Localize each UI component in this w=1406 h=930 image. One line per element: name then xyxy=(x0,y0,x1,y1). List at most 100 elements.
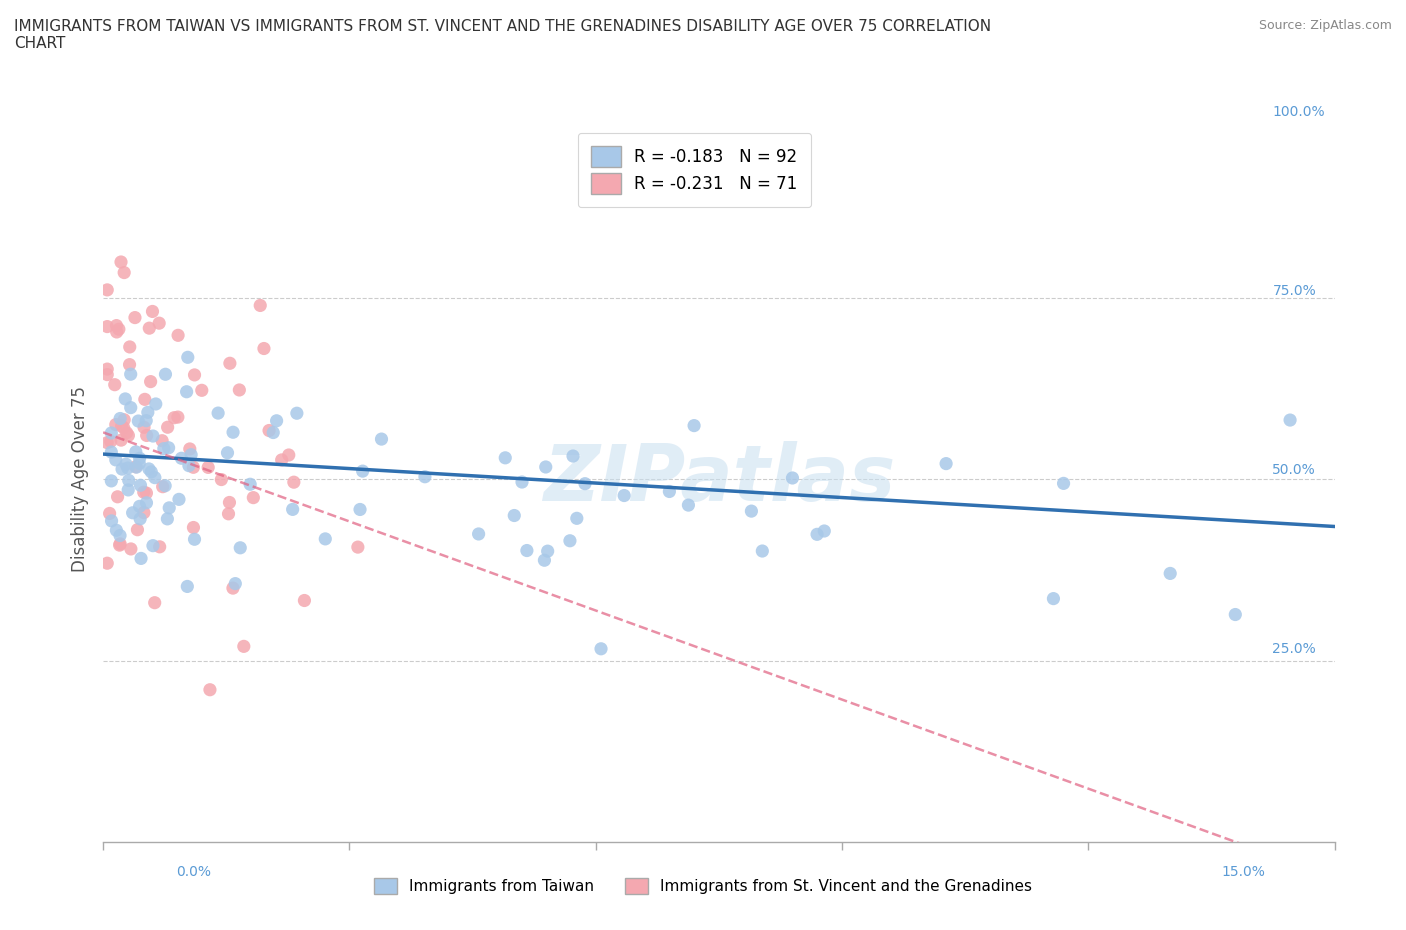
Point xyxy=(104,418,127,432)
Point xyxy=(170,451,193,466)
Point xyxy=(494,450,516,465)
Point xyxy=(149,539,172,554)
Point xyxy=(270,453,292,468)
Point xyxy=(503,508,526,523)
Point xyxy=(108,537,131,551)
Point xyxy=(134,392,156,406)
Point xyxy=(347,539,370,554)
Point xyxy=(167,492,190,507)
Point xyxy=(132,419,155,434)
Point xyxy=(129,478,152,493)
Point xyxy=(136,405,159,419)
Point xyxy=(139,374,162,389)
Point xyxy=(176,579,198,594)
Point xyxy=(105,325,128,339)
Point xyxy=(218,356,240,371)
Point xyxy=(117,483,139,498)
Point xyxy=(145,396,167,411)
Point xyxy=(135,413,157,428)
Text: 25.0%: 25.0% xyxy=(1272,642,1316,656)
Point xyxy=(167,409,190,424)
Point xyxy=(167,328,190,343)
Point xyxy=(266,413,288,428)
Point xyxy=(413,470,436,485)
Point xyxy=(128,451,150,466)
Point xyxy=(229,540,252,555)
Point xyxy=(156,419,179,434)
Point xyxy=(157,440,180,455)
Point xyxy=(157,500,180,515)
Text: ZIPatlas: ZIPatlas xyxy=(543,442,896,517)
Point xyxy=(228,382,250,397)
Point xyxy=(128,498,150,513)
Point xyxy=(163,410,186,425)
Point xyxy=(1225,607,1247,622)
Point xyxy=(613,488,636,503)
Point xyxy=(96,319,118,334)
Point xyxy=(262,425,284,440)
Point xyxy=(143,471,166,485)
Point xyxy=(112,265,135,280)
Point xyxy=(467,526,489,541)
Point xyxy=(150,433,173,448)
Point xyxy=(141,304,163,319)
Point xyxy=(218,495,240,510)
Text: 100.0%: 100.0% xyxy=(1272,104,1324,119)
Point xyxy=(100,434,122,449)
Point xyxy=(678,498,700,512)
Point xyxy=(110,418,132,433)
Point xyxy=(1042,591,1064,606)
Point xyxy=(222,580,245,595)
Point xyxy=(285,405,308,420)
Point xyxy=(183,532,205,547)
Point xyxy=(100,445,122,459)
Point xyxy=(806,527,828,542)
Point xyxy=(129,512,152,526)
Point xyxy=(574,476,596,491)
Point xyxy=(217,445,239,460)
Point xyxy=(283,474,305,489)
Point xyxy=(257,423,280,438)
Point xyxy=(152,479,174,494)
Point xyxy=(105,318,128,333)
Point xyxy=(249,298,271,312)
Point xyxy=(294,593,316,608)
Point xyxy=(108,322,131,337)
Text: 15.0%: 15.0% xyxy=(1222,865,1265,879)
Point xyxy=(516,543,538,558)
Point xyxy=(118,357,141,372)
Point xyxy=(129,551,152,565)
Point xyxy=(125,459,148,474)
Text: IMMIGRANTS FROM TAIWAN VS IMMIGRANTS FROM ST. VINCENT AND THE GRENADINES DISABIL: IMMIGRANTS FROM TAIWAN VS IMMIGRANTS FRO… xyxy=(14,19,991,51)
Point xyxy=(222,425,245,440)
Point xyxy=(148,315,170,330)
Point xyxy=(110,255,132,270)
Point xyxy=(179,442,201,457)
Point xyxy=(197,460,219,475)
Point xyxy=(281,502,304,517)
Point xyxy=(935,457,957,472)
Point xyxy=(141,464,163,479)
Point xyxy=(100,426,122,441)
Point xyxy=(115,457,138,472)
Point xyxy=(191,383,214,398)
Point xyxy=(537,544,560,559)
Point xyxy=(349,502,371,517)
Point xyxy=(352,464,374,479)
Point xyxy=(562,448,585,463)
Point xyxy=(120,366,142,381)
Point xyxy=(153,441,176,456)
Point xyxy=(253,341,276,356)
Point xyxy=(813,524,835,538)
Point xyxy=(176,384,198,399)
Point xyxy=(100,473,122,488)
Point xyxy=(121,505,143,520)
Legend: R = -0.183   N = 92, R = -0.231   N = 71: R = -0.183 N = 92, R = -0.231 N = 71 xyxy=(578,133,811,206)
Point xyxy=(96,435,118,450)
Point xyxy=(135,496,157,511)
Point xyxy=(232,639,254,654)
Point xyxy=(111,461,134,476)
Point xyxy=(1279,413,1302,428)
Text: 0.0%: 0.0% xyxy=(176,865,211,879)
Point xyxy=(1159,566,1181,581)
